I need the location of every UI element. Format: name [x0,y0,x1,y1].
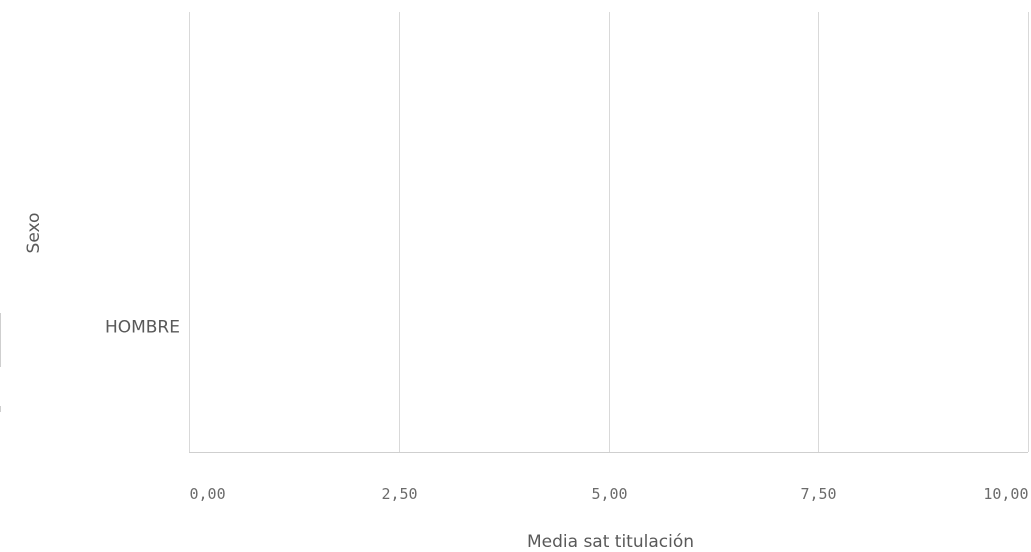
x-tick-label: 7,50 [800,485,836,503]
x-axis-title: Media sat titulación [527,532,694,552]
category-labels: HOMBRE [105,318,180,338]
x-tick-label: 2,50 [381,485,417,503]
left-edge-tick [0,406,1,412]
x-tick-label: 10,00 [983,485,1028,503]
x-tick-label: 5,00 [591,485,627,503]
grid-layer [189,12,1029,453]
y-category-label: HOMBRE [105,318,180,338]
tick-labels: 0,00 2,50 5,00 7,50 10,00 [190,485,1029,503]
y-axis-title: Sexo [24,213,44,254]
x-tick-label: 0,00 [190,485,226,503]
left-edge-bracket [0,313,1,367]
